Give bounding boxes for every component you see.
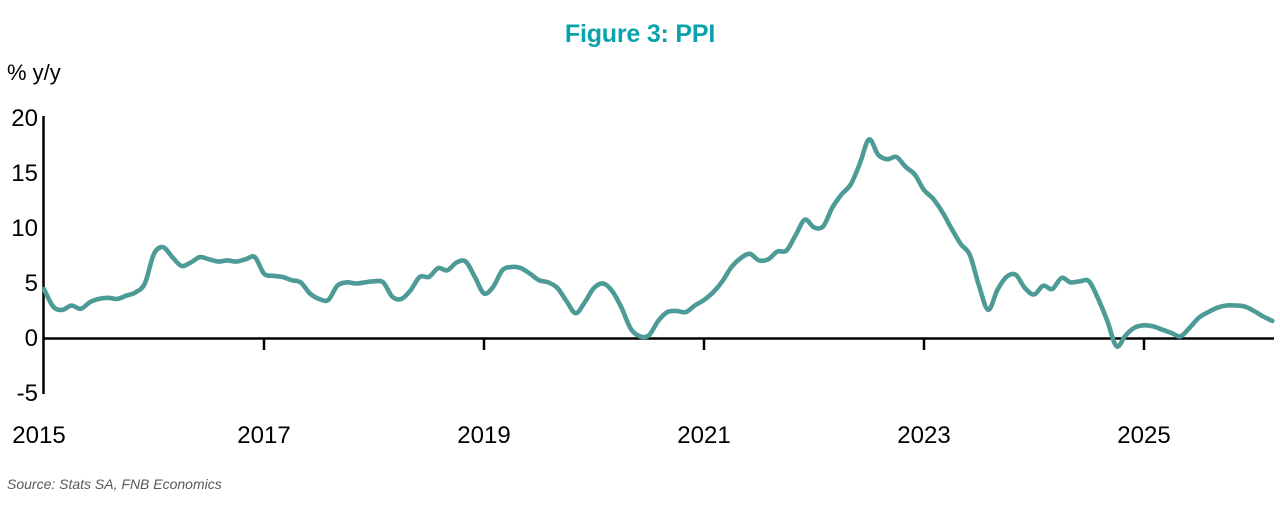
y-tick-label: 5 xyxy=(24,269,38,297)
x-tick-label: 2017 xyxy=(237,422,291,449)
y-tick-label: 10 xyxy=(11,214,38,242)
x-tick-label: 2015 xyxy=(12,422,66,449)
y-tick-label: 20 xyxy=(11,104,38,132)
x-tick-label: 2021 xyxy=(677,422,731,449)
y-axis-unit-label: % y/y xyxy=(7,60,61,85)
y-tick-label: -5 xyxy=(16,379,38,407)
x-tick-label: 2025 xyxy=(1117,422,1171,449)
y-tick-label: 0 xyxy=(24,324,38,352)
y-tick-label: 15 xyxy=(11,159,38,187)
x-axis-ticks xyxy=(262,339,1146,350)
x-tick-label: 2019 xyxy=(457,422,511,449)
ppi-series-line xyxy=(41,137,1275,349)
chart-title: Figure 3: PPI xyxy=(564,20,716,48)
source-note: Source: Stats SA, FNB Economics xyxy=(7,476,222,492)
x-tick-label: 2023 xyxy=(897,422,951,449)
